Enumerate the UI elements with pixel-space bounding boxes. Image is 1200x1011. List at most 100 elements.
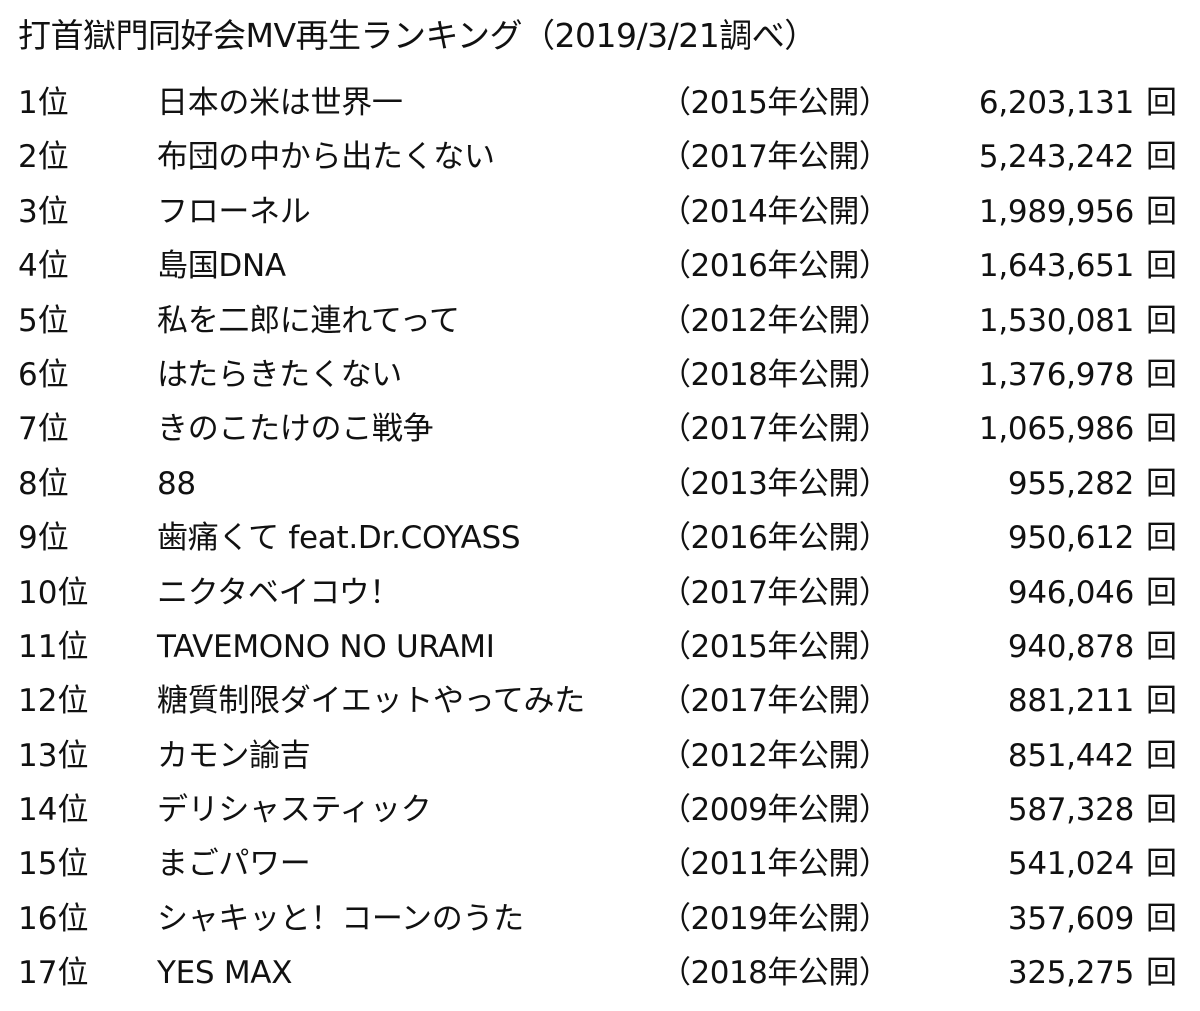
view-unit: 回 bbox=[1146, 248, 1177, 285]
view-count: 881,211 bbox=[1007, 683, 1134, 720]
song-title: まごパワー bbox=[157, 846, 311, 883]
ranking-row: 2位 布団の中から出たくない （2017年公開） 5,243,242 回 bbox=[0, 130, 1200, 184]
song-title: 日本の米は世界一 bbox=[157, 85, 403, 121]
ranking-list: 1位 日本の米は世界一 （2015年公開） 6,203,131 回 2位 布団の… bbox=[0, 76, 1200, 1001]
ranking-row: 16位 シャキッと！コーンのうた （2019年公開） 357,609 回 bbox=[0, 892, 1200, 946]
view-unit: 回 bbox=[1146, 302, 1177, 339]
view-count: 1,376,978 bbox=[978, 356, 1134, 393]
view-count: 940,878 bbox=[1007, 628, 1134, 665]
release-year: （2012年公開） bbox=[660, 302, 890, 339]
release-year: （2013年公開） bbox=[660, 465, 890, 502]
ranking-row: 6位 はたらきたくない （2018年公開） 1,376,978 回 bbox=[0, 348, 1200, 402]
song-title: 糖質制限ダイエットやってみた bbox=[157, 683, 585, 720]
release-year: （2015年公開） bbox=[660, 85, 890, 121]
rank-label: 16位 bbox=[18, 900, 89, 937]
song-title: TAVEMONO NO URAMI bbox=[157, 628, 495, 665]
ranking-row: 8位 88 （2013年公開） 955,282 回 bbox=[0, 457, 1200, 511]
ranking-row: 10位 ニクタベイコウ！ （2017年公開） 946,046 回 bbox=[0, 566, 1200, 620]
view-count: 5,243,242 bbox=[978, 139, 1134, 176]
view-unit: 回 bbox=[1146, 683, 1177, 720]
song-title: YES MAX bbox=[157, 955, 293, 992]
view-count: 1,643,651 bbox=[978, 248, 1134, 285]
song-title: 島国DNA bbox=[157, 248, 286, 285]
rank-label: 4位 bbox=[18, 248, 69, 285]
view-unit: 回 bbox=[1146, 139, 1177, 176]
view-count: 587,328 bbox=[1007, 792, 1134, 829]
view-unit: 回 bbox=[1146, 846, 1177, 883]
view-count: 1,065,986 bbox=[978, 411, 1134, 448]
release-year: （2019年公開） bbox=[660, 900, 890, 937]
view-unit: 回 bbox=[1146, 574, 1177, 611]
rank-label: 17位 bbox=[18, 955, 89, 992]
view-unit: 回 bbox=[1146, 193, 1177, 230]
release-year: （2018年公開） bbox=[660, 356, 890, 393]
view-unit: 回 bbox=[1146, 900, 1177, 937]
release-year: （2016年公開） bbox=[660, 520, 890, 557]
ranking-row: 14位 デリシャスティック （2009年公開） 587,328 回 bbox=[0, 783, 1200, 837]
ranking-row: 5位 私を二郎に連れてって （2012年公開） 1,530,081 回 bbox=[0, 294, 1200, 348]
view-count: 950,612 bbox=[1007, 520, 1134, 557]
rank-label: 14位 bbox=[18, 792, 89, 829]
release-year: （2017年公開） bbox=[660, 683, 890, 720]
release-year: （2017年公開） bbox=[660, 139, 890, 176]
song-title: きのこたけのこ戦争 bbox=[157, 411, 434, 448]
view-unit: 回 bbox=[1146, 465, 1177, 502]
ranking-row: 13位 カモン諭吉 （2012年公開） 851,442 回 bbox=[0, 729, 1200, 783]
view-unit: 回 bbox=[1146, 85, 1177, 121]
release-year: （2012年公開） bbox=[660, 737, 890, 774]
song-title: シャキッと！コーンのうた bbox=[157, 900, 524, 937]
view-count: 1,530,081 bbox=[978, 302, 1134, 339]
view-count: 541,024 bbox=[1007, 846, 1134, 883]
ranking-row: 9位 歯痛くて feat.Dr.COYASS （2016年公開） 950,612… bbox=[0, 511, 1200, 565]
rank-label: 13位 bbox=[18, 737, 89, 774]
view-count: 955,282 bbox=[1007, 465, 1134, 502]
ranking-row: 4位 島国DNA （2016年公開） 1,643,651 回 bbox=[0, 239, 1200, 293]
view-unit: 回 bbox=[1146, 411, 1177, 448]
ranking-row: 1位 日本の米は世界一 （2015年公開） 6,203,131 回 bbox=[0, 76, 1200, 130]
song-title: 布団の中から出たくない bbox=[157, 139, 495, 176]
view-unit: 回 bbox=[1146, 737, 1177, 774]
rank-label: 6位 bbox=[18, 356, 69, 393]
view-unit: 回 bbox=[1146, 356, 1177, 393]
release-year: （2009年公開） bbox=[660, 792, 890, 829]
view-count: 325,275 bbox=[1007, 955, 1134, 992]
song-title: カモン諭吉 bbox=[157, 737, 311, 774]
view-unit: 回 bbox=[1146, 792, 1177, 829]
ranking-row: 11位 TAVEMONO NO URAMI （2015年公開） 940,878 … bbox=[0, 620, 1200, 674]
rank-label: 5位 bbox=[18, 302, 69, 339]
ranking-row: 12位 糖質制限ダイエットやってみた （2017年公開） 881,211 回 bbox=[0, 674, 1200, 728]
song-title: はたらきたくない bbox=[157, 356, 402, 393]
ranking-row: 15位 まごパワー （2011年公開） 541,024 回 bbox=[0, 837, 1200, 891]
song-title: 歯痛くて feat.Dr.COYASS bbox=[157, 520, 521, 557]
view-count: 357,609 bbox=[1007, 900, 1134, 937]
song-title: デリシャスティック bbox=[157, 792, 432, 829]
rank-label: 10位 bbox=[18, 574, 89, 611]
song-title: 88 bbox=[157, 465, 196, 502]
view-unit: 回 bbox=[1146, 520, 1177, 557]
release-year: （2015年公開） bbox=[660, 628, 890, 665]
rank-label: 8位 bbox=[18, 465, 69, 502]
rank-label: 7位 bbox=[18, 411, 69, 448]
view-count: 1,989,956 bbox=[978, 193, 1134, 230]
view-unit: 回 bbox=[1146, 628, 1177, 665]
release-year: （2017年公開） bbox=[660, 574, 890, 611]
rank-label: 12位 bbox=[18, 683, 89, 720]
rank-label: 2位 bbox=[18, 139, 69, 176]
rank-label: 3位 bbox=[18, 193, 69, 230]
release-year: （2014年公開） bbox=[660, 193, 890, 230]
release-year: （2016年公開） bbox=[660, 248, 890, 285]
view-unit: 回 bbox=[1146, 955, 1177, 992]
release-year: （2018年公開） bbox=[660, 955, 890, 992]
release-year: （2011年公開） bbox=[660, 846, 890, 883]
page-title: 打首獄門同好会MV再生ランキング（2019/3/21調べ） bbox=[18, 16, 817, 55]
ranking-row: 3位 フローネル （2014年公開） 1,989,956 回 bbox=[0, 185, 1200, 239]
song-title: 私を二郎に連れてって bbox=[157, 302, 460, 339]
release-year: （2017年公開） bbox=[660, 411, 890, 448]
rank-label: 9位 bbox=[18, 520, 69, 557]
song-title: フローネル bbox=[157, 193, 311, 230]
rank-label: 15位 bbox=[18, 846, 89, 883]
rank-label: 11位 bbox=[18, 628, 89, 665]
view-count: 946,046 bbox=[1007, 574, 1134, 611]
ranking-row: 7位 きのこたけのこ戦争 （2017年公開） 1,065,986 回 bbox=[0, 402, 1200, 456]
song-title: ニクタベイコウ！ bbox=[157, 574, 401, 611]
